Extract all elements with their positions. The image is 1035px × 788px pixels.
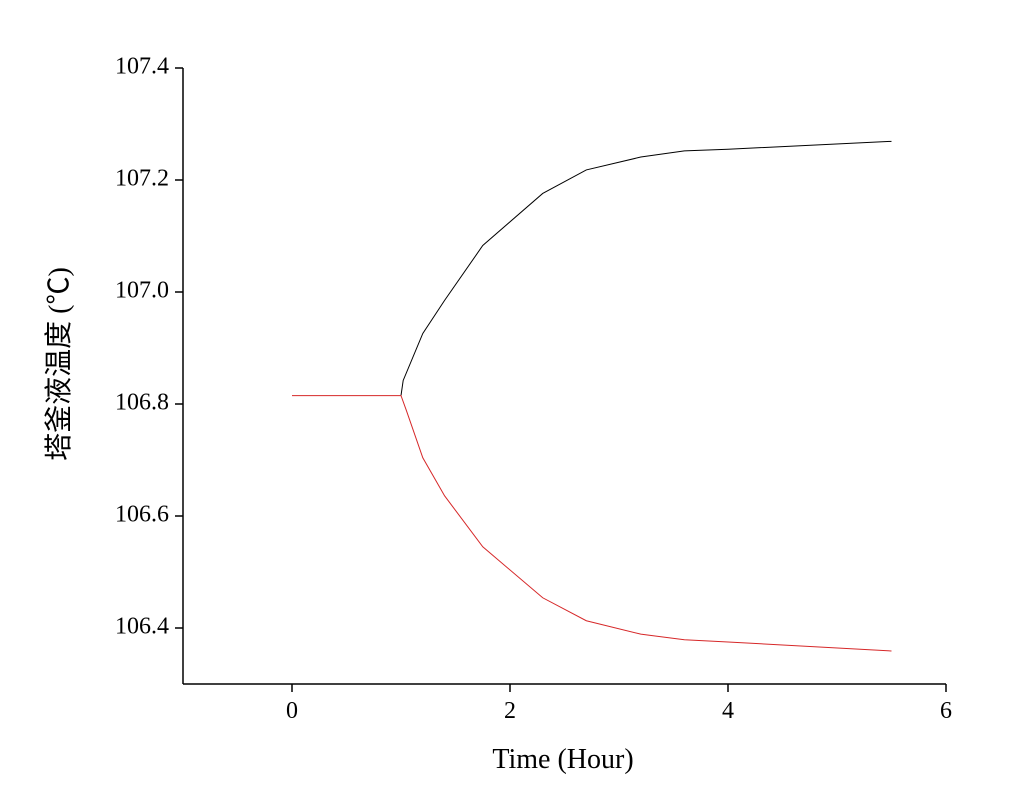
x-axis-label: Time (Hour) bbox=[492, 744, 633, 775]
y-tick-label: 106.6 bbox=[115, 502, 169, 528]
x-tick-label: 0 bbox=[286, 698, 298, 724]
line-series bbox=[400, 140, 892, 396]
y-tick-label: 107.0 bbox=[115, 278, 169, 304]
x-tick-label: 4 bbox=[722, 698, 734, 724]
x-tick-label: 2 bbox=[504, 698, 516, 724]
y-tick-label: 106.4 bbox=[115, 614, 169, 640]
y-tick-label: 106.8 bbox=[115, 390, 169, 416]
line-series bbox=[292, 395, 892, 652]
x-tick-label: 6 bbox=[940, 698, 952, 724]
y-axis-label: 塔釜液温度 (℃) bbox=[43, 267, 75, 461]
y-tick-label: 107.2 bbox=[115, 166, 169, 192]
y-tick-label: 107.4 bbox=[115, 54, 169, 80]
